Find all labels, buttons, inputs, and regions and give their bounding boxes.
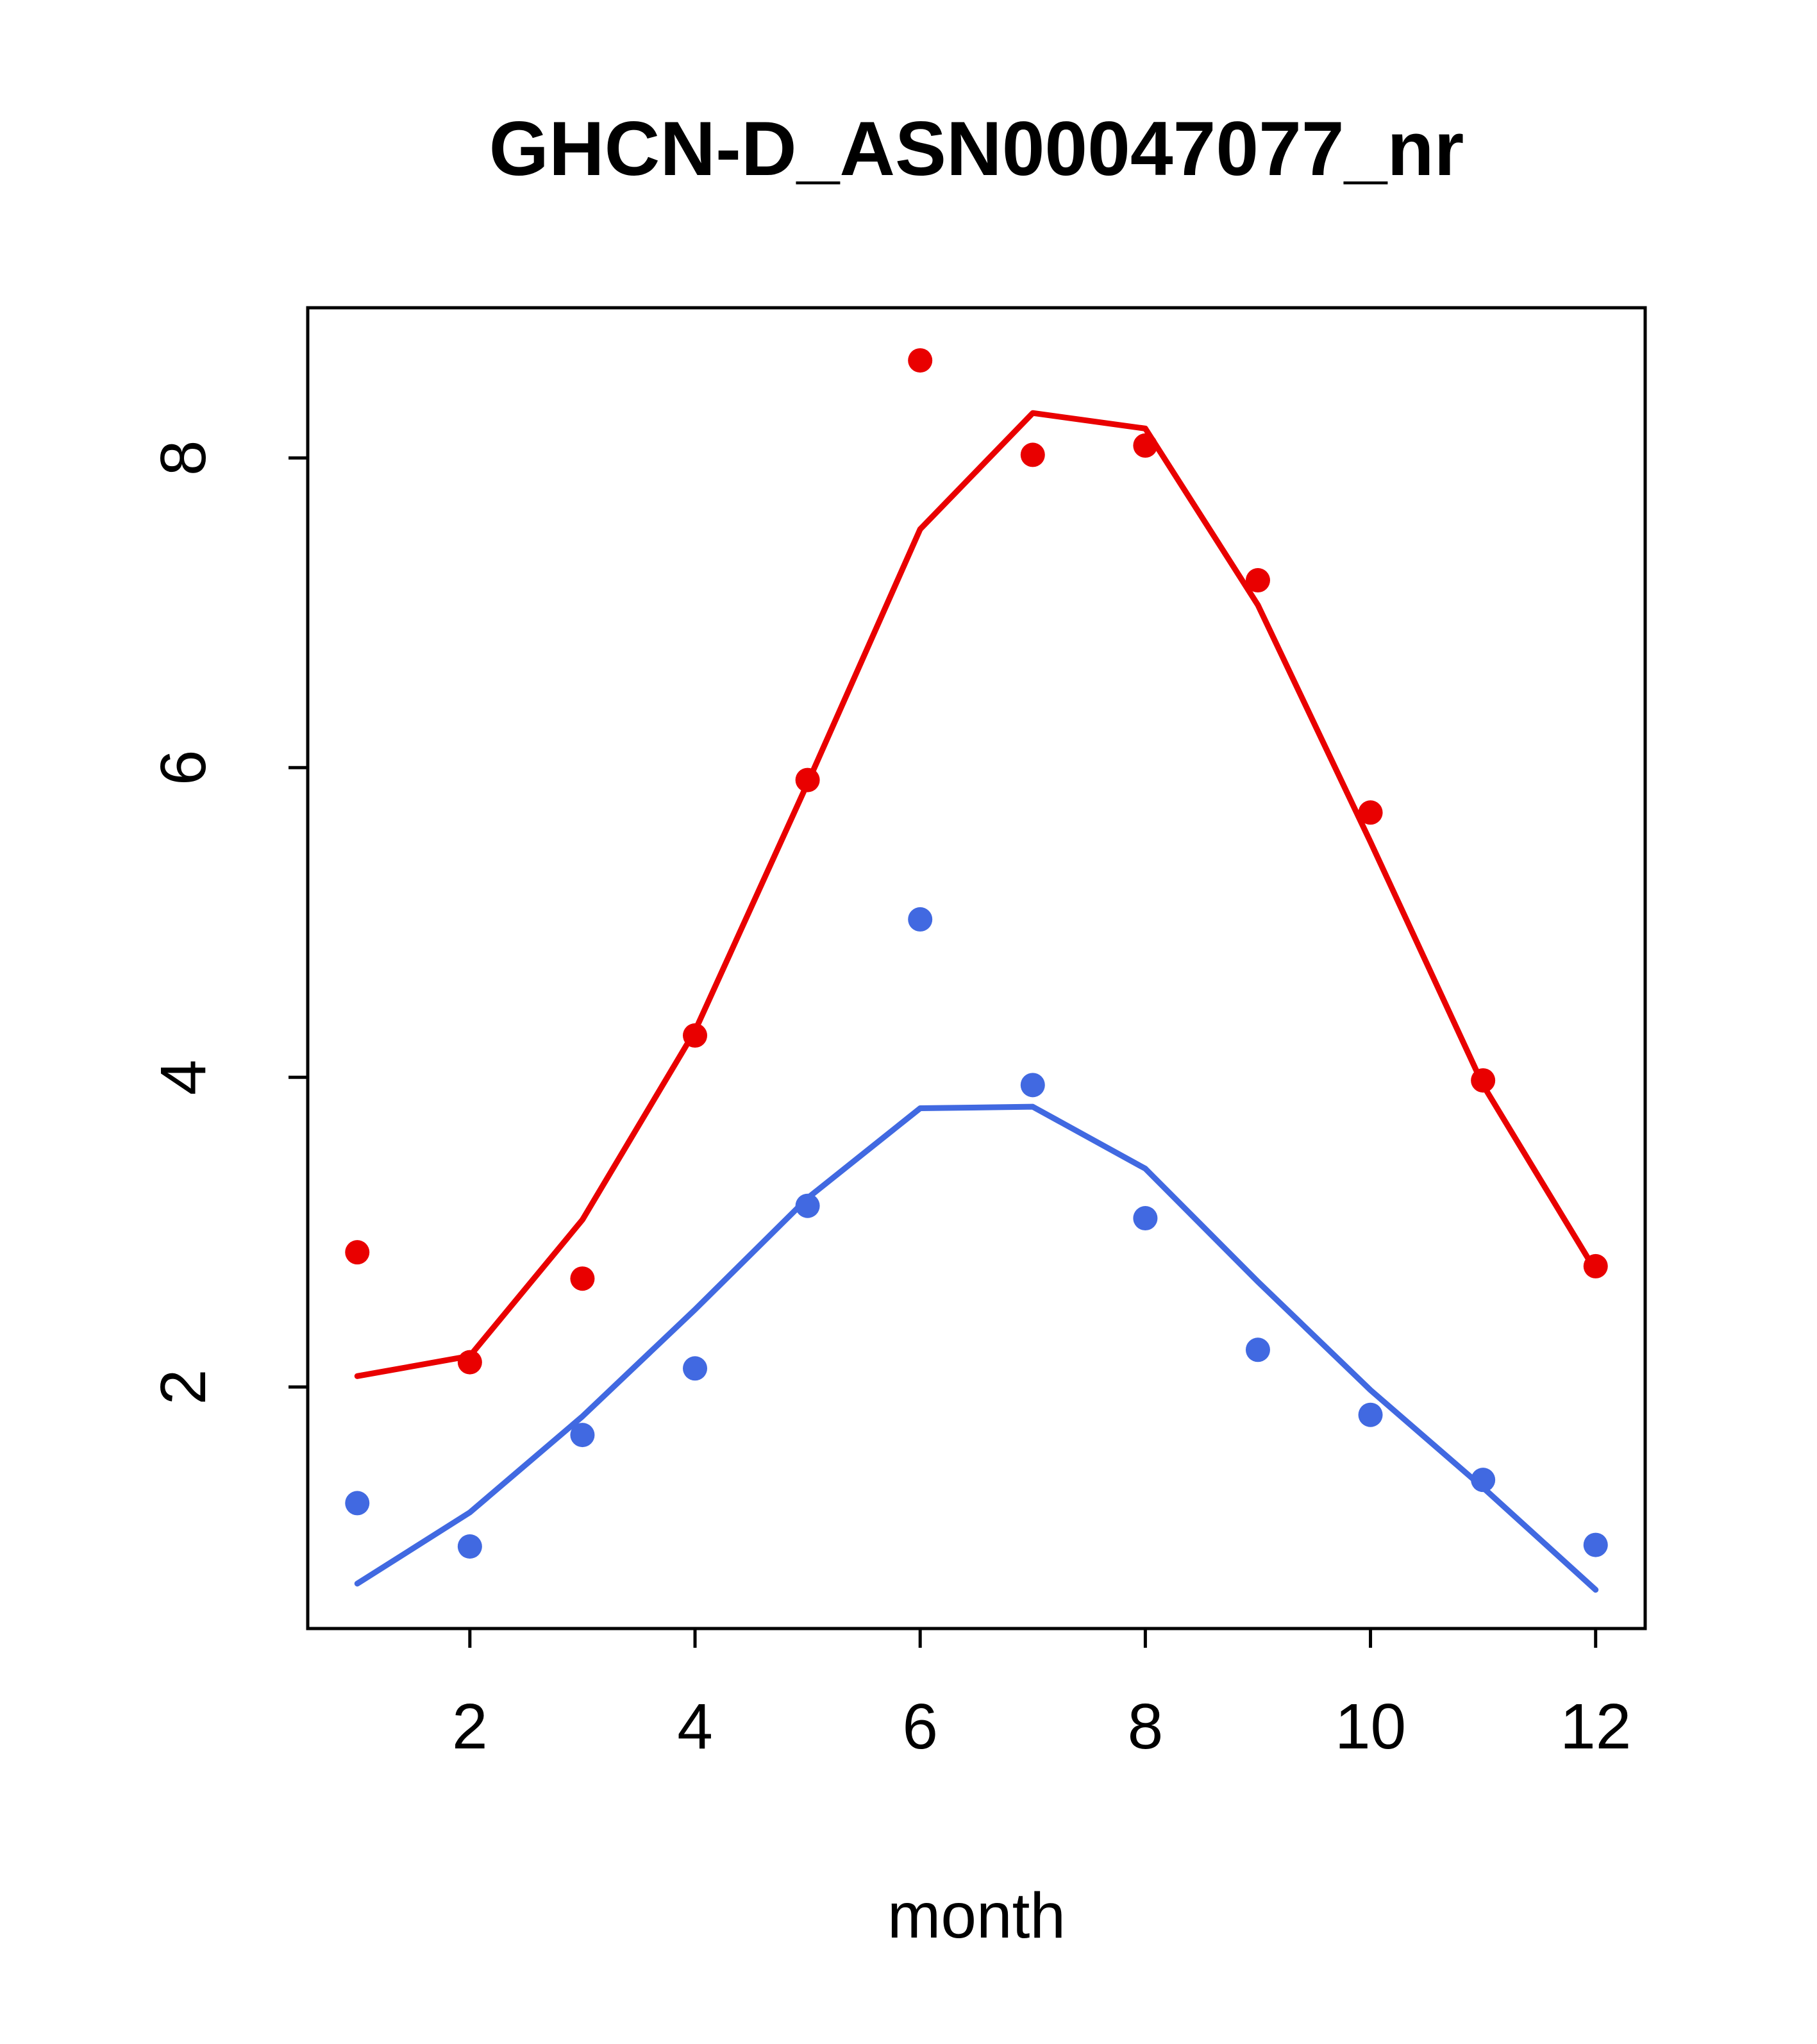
blue-observed-points-marker: [457, 1534, 482, 1559]
blue-observed-points-marker: [1133, 1206, 1158, 1231]
chart-title: GHCN-D_ASN00047077_nr: [489, 106, 1464, 192]
y-axis-tick-label: 6: [147, 750, 219, 785]
red-observed-points-marker: [1133, 433, 1158, 458]
blue-observed-points-marker: [1020, 1073, 1045, 1098]
blue-observed-points-marker: [345, 1491, 370, 1516]
x-axis-tick-label: 8: [1128, 1691, 1164, 1763]
plot-border: [306, 306, 1647, 1630]
blue-observed-points-marker: [1583, 1532, 1608, 1557]
x-axis-tick-label: 2: [452, 1691, 488, 1763]
blue-observed-points-marker: [683, 1356, 708, 1381]
red-observed-points-marker: [1020, 442, 1045, 467]
red-fitted-line: [354, 410, 1599, 1379]
x-axis-tick-label: 4: [677, 1691, 713, 1763]
red-observed-points-marker: [683, 1023, 708, 1048]
blue-observed-points-marker: [570, 1423, 595, 1448]
blue-observed-points-marker: [1245, 1337, 1270, 1362]
red-observed-points-marker: [457, 1350, 482, 1375]
red-observed-points-marker: [1583, 1253, 1608, 1278]
x-axis-title: month: [887, 1880, 1066, 1952]
red-observed-points-marker: [795, 767, 820, 792]
blue-observed-points-marker: [1471, 1468, 1496, 1493]
blue-fitted-line: [354, 1103, 1599, 1593]
red-observed-points-marker: [1471, 1068, 1496, 1093]
red-observed-points-marker: [908, 348, 933, 373]
red-observed-points-marker: [570, 1266, 595, 1291]
x-axis-tick-label: 6: [902, 1691, 938, 1763]
y-axis-tick-label: 2: [147, 1369, 219, 1405]
red-observed-points-marker: [1358, 800, 1383, 825]
blue-observed-points-marker: [1358, 1402, 1383, 1427]
red-observed-points-marker: [345, 1240, 370, 1265]
x-axis-tick-label: 10: [1335, 1691, 1406, 1763]
y-axis-tick-label: 8: [147, 440, 219, 476]
blue-observed-points-marker: [908, 907, 933, 932]
y-axis-tick-label: 4: [147, 1059, 219, 1095]
blue-observed-points-marker: [795, 1193, 820, 1218]
red-observed-points-marker: [1245, 568, 1270, 593]
x-axis-tick-label: 12: [1560, 1691, 1631, 1763]
